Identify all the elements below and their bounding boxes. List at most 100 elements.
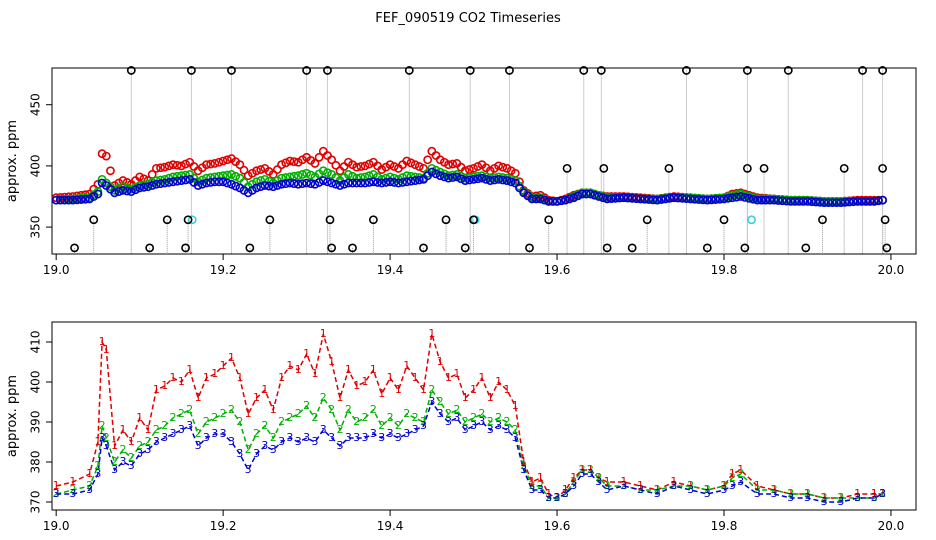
top-y-axis-label: approx. ppm (5, 120, 20, 202)
series-3-mark: 3 (512, 431, 519, 444)
series-3-mark: 3 (412, 423, 419, 436)
series-3-point (373, 178, 382, 187)
series-2-mark: 2 (537, 479, 544, 492)
series-1-point (172, 160, 182, 170)
series-1-mark: 1 (604, 475, 611, 488)
series-3-mark: 3 (620, 479, 627, 492)
series-3-mark: 3 (278, 435, 285, 448)
series-2-mark: 2 (604, 479, 611, 492)
series-2-mark: 2 (99, 419, 106, 432)
top-y-axis: 350 400 450 (29, 93, 52, 239)
series-3-mark: 3 (537, 483, 544, 496)
series-1-mark: 1 (119, 423, 126, 436)
series-3-mark: 3 (370, 427, 377, 440)
series-3-point (193, 181, 203, 190)
series-3-mark: 3 (654, 487, 661, 500)
series-1-point (277, 160, 286, 170)
series-3-point (606, 194, 616, 204)
top-x-tick-label: 19.6 (544, 263, 571, 277)
black-outlier-point (878, 66, 888, 75)
series-1-point (214, 157, 224, 167)
series-3-mark: 3 (854, 491, 861, 504)
series-1-point (410, 160, 420, 170)
series-3-point (68, 195, 78, 205)
series-1-mark: 1 (512, 399, 519, 412)
black-outlier-point (505, 66, 514, 75)
series-1-point (327, 155, 337, 165)
series-2-mark: 2 (353, 415, 360, 428)
series-3-point (853, 196, 862, 206)
series-3-mark: 3 (245, 463, 252, 476)
series-1-mark: 1 (771, 483, 778, 496)
series-3-mark: 3 (387, 427, 394, 440)
series-3-point (715, 194, 725, 204)
series-1-mark: 1 (111, 439, 118, 452)
series-3-point (331, 179, 341, 189)
series-3-point (832, 198, 842, 208)
series-3-point (281, 179, 291, 189)
series-1-mark: 1 (178, 375, 185, 388)
bottom-panel: approx. ppm 19.0 19.2 19.4 19.6 19.8 20.0 370… (5, 321, 917, 533)
series-3-mark: 3 (604, 483, 611, 496)
black-outlier-point (740, 243, 750, 253)
series-1-mark: 1 (520, 455, 527, 468)
series-3-point (719, 194, 729, 204)
series-2-point (356, 173, 366, 182)
series-1-mark: 1 (445, 371, 452, 384)
series-1-mark: 1 (186, 363, 193, 376)
series-3-point (556, 196, 566, 206)
series-2-point (214, 171, 224, 181)
series-3-point (352, 178, 362, 188)
series-3-point (160, 178, 170, 188)
black-outlier-point (162, 215, 172, 225)
series-1-mark: 1 (487, 391, 494, 404)
series-3-point (264, 181, 274, 191)
cyan-point (187, 215, 197, 225)
series-1-mark: 1 (579, 463, 586, 476)
series-2-mark: 2 (253, 427, 260, 440)
series-3-point (494, 174, 504, 184)
series-3-point (677, 193, 687, 203)
series-3-point (498, 175, 508, 185)
series-3-point (811, 197, 821, 207)
series-3-mark: 3 (420, 419, 427, 432)
black-outlier-point (882, 243, 892, 253)
black-outlier-point (368, 215, 378, 225)
black-outlier-point (323, 66, 332, 75)
series-2-mark: 2 (529, 479, 536, 492)
series-3-point (485, 176, 495, 185)
series-2-point (285, 172, 295, 182)
series-2-mark: 2 (370, 403, 377, 416)
series-3-point (210, 177, 220, 187)
series-1-point (473, 162, 483, 171)
series-3-mark: 3 (211, 427, 218, 440)
series-2-point (260, 174, 270, 184)
series-1-mark: 1 (286, 359, 293, 372)
series-2-mark: 2 (119, 443, 126, 456)
black-outlier-point (70, 243, 79, 253)
series-3-point (448, 173, 458, 182)
black-outlier-point (878, 163, 888, 173)
series-1-point (414, 162, 424, 171)
cyan-point (747, 215, 756, 225)
series-3-point (652, 195, 662, 205)
series-3-point (444, 173, 453, 183)
series-2-mark: 2 (871, 491, 878, 504)
series-3-mark: 3 (53, 487, 60, 500)
black-outlier-point (183, 215, 193, 225)
series-3-point (268, 182, 278, 192)
series-3-point (757, 195, 766, 205)
series-2-mark: 2 (512, 423, 519, 436)
series-2-mark: 2 (220, 407, 227, 420)
series-3-mark: 3 (670, 479, 677, 492)
series-2-mark: 2 (195, 427, 202, 440)
series-3-point (761, 195, 771, 205)
series-3-point (702, 195, 712, 205)
series-2-mark: 2 (687, 479, 694, 492)
outlier-droplines (74, 70, 888, 254)
series-1-point (431, 151, 441, 160)
series-3-point (135, 183, 145, 193)
series-3-mark: 3 (704, 487, 711, 500)
series-3-mark: 3 (804, 491, 811, 504)
series-1-mark: 1 (303, 347, 310, 360)
